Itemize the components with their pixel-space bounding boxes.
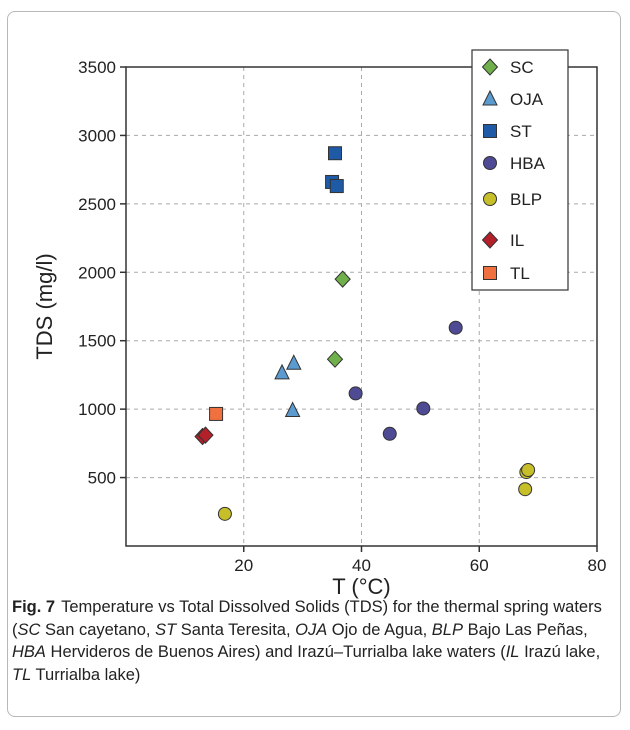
data-point-sc — [326, 350, 344, 368]
data-point-st — [329, 179, 344, 194]
caption-segment: TL — [12, 665, 32, 684]
legend-label: TL — [510, 264, 530, 283]
x-tick-label: 80 — [588, 556, 607, 575]
y-tick-label: 3500 — [78, 58, 116, 77]
legend-label: IL — [510, 231, 524, 250]
y-tick-label: 3000 — [78, 126, 116, 145]
x-axis-label: T (°C) — [332, 574, 391, 599]
y-tick-label: 2500 — [78, 195, 116, 214]
data-point-tl — [209, 406, 224, 421]
data-point-oja — [285, 354, 302, 370]
data-point-blp — [521, 463, 536, 478]
data-point-sc — [334, 270, 351, 288]
legend-box — [471, 49, 569, 291]
caption-segment: ST — [155, 620, 177, 639]
legend-label: SC — [510, 58, 534, 77]
caption-segment: BLP — [431, 620, 463, 639]
caption-segment: Turrialba lake) — [31, 665, 141, 684]
data-point-hba — [348, 386, 363, 401]
legend-label: HBA — [510, 154, 546, 173]
caption-segment: San cayetano, — [40, 620, 156, 639]
point-layer — [194, 146, 536, 521]
caption-segment: HBA — [12, 643, 46, 661]
caption-segment: IL — [505, 643, 520, 661]
caption-segment: Ojo de Agua, — [327, 620, 432, 639]
caption-segment: Santa Teresita, — [176, 620, 296, 639]
x-tick-label: 20 — [234, 556, 253, 575]
data-point-oja — [274, 363, 290, 380]
data-point-blp — [518, 482, 533, 497]
x-tick-label: 60 — [470, 556, 489, 575]
figure-label: Fig. 7 — [12, 598, 56, 616]
caption-text: Temperature vs Total Dissolved Solids (T… — [12, 598, 602, 684]
caption-segment: Hervideros de Buenos Aires) and Irazú–Tu… — [45, 643, 506, 661]
legend-marker-st — [483, 124, 497, 138]
data-point-oja — [284, 401, 301, 418]
legend: SC OJA ST HBA BLP IL TL — [471, 49, 569, 291]
legend-marker-blp — [483, 192, 497, 206]
tick-layer: 20 40 60 80 500 1000 1500 2000 2500 3000 3500 — [78, 58, 606, 575]
caption-segment: SC — [17, 620, 41, 639]
caption-segment: Bajo Las Peñas, — [462, 620, 588, 639]
scatter-chart: 20 40 60 80 500 1000 1500 2000 2500 3000 3500 SC OJ… — [32, 49, 606, 599]
legend-marker-tl — [483, 266, 497, 280]
data-point-st — [328, 146, 343, 161]
x-tick-label: 40 — [352, 556, 371, 575]
data-point-hba — [382, 426, 397, 441]
data-point-blp — [217, 506, 232, 521]
y-tick-label: 2000 — [78, 263, 116, 282]
data-point-il — [197, 426, 214, 444]
legend-label: ST — [510, 122, 532, 141]
caption-segment: Irazú lake, — [519, 643, 601, 661]
legend-marker-oja — [482, 89, 498, 106]
y-axis-label: TDS (mg/l) — [32, 253, 57, 359]
legend-label: BLP — [510, 190, 542, 209]
caption-segment: OJA — [295, 620, 328, 639]
legend-marker-sc — [481, 58, 499, 76]
legend-label: OJA — [510, 90, 544, 109]
data-point-hba — [416, 401, 431, 416]
caption-segment: Temperature vs Total Dissolved Solids (T… — [12, 598, 602, 639]
data-point-hba — [448, 320, 463, 335]
legend-marker-hba — [483, 156, 497, 170]
y-tick-label: 1000 — [78, 400, 116, 419]
legend-marker-il — [481, 231, 499, 249]
y-tick-label: 1500 — [78, 332, 116, 351]
y-tick-label: 500 — [88, 469, 116, 488]
figure-caption: Fig. 7 Temperature vs Total Dissolved Sol… — [12, 596, 612, 686]
